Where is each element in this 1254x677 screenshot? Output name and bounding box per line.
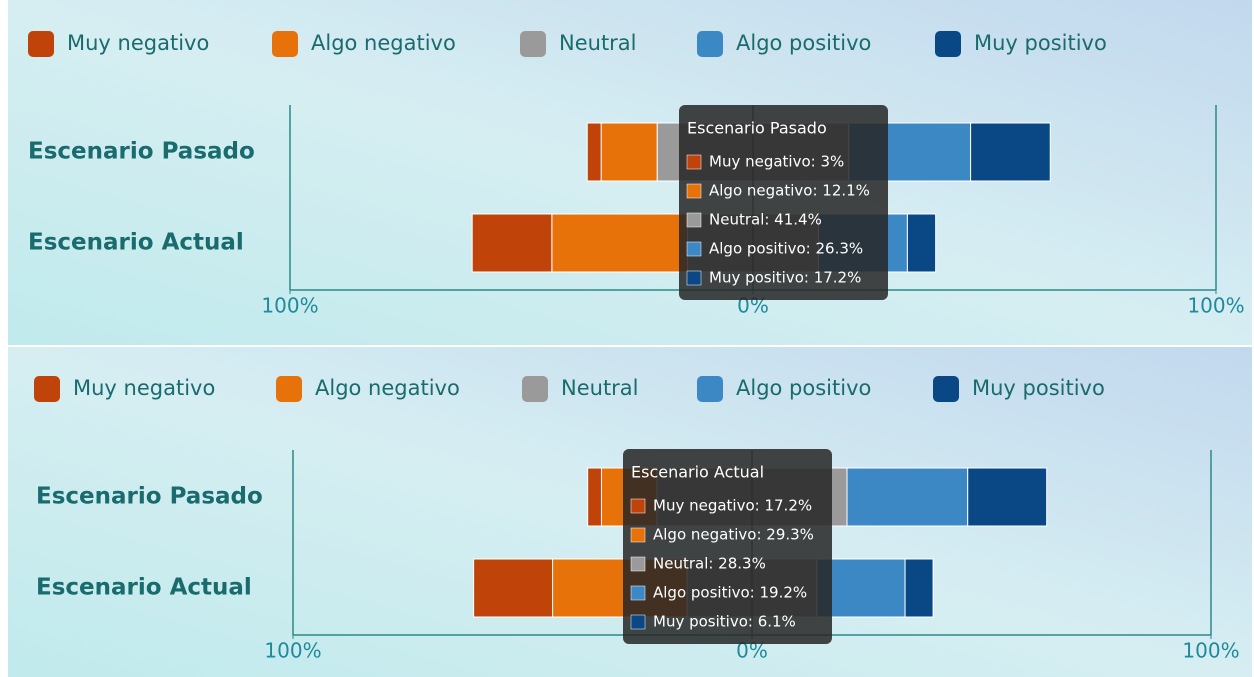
tooltip-box: [679, 105, 888, 300]
tooltip-swatch: [630, 585, 646, 601]
legend-swatch: [697, 31, 723, 57]
legend-label: Muy positivo: [972, 376, 1105, 400]
category-label: Escenario Actual: [36, 575, 252, 601]
bar-segment: [846, 467, 969, 527]
legend-swatch: [520, 31, 546, 57]
tooltip-swatch: [686, 154, 702, 170]
bar-segment: [904, 558, 934, 618]
bar-segment: [551, 213, 688, 273]
legend-swatch: [697, 376, 723, 402]
bar-segment: [471, 213, 553, 273]
tooltip: Escenario Pasado Muy negativo: 3% Algo neg…: [679, 105, 888, 300]
chart: Muy negativo Algo negativo Neutral Algo pos…: [28, 31, 1245, 318]
legend-swatch: [522, 376, 548, 402]
legend-swatch: [276, 376, 302, 402]
bar-segment: [967, 467, 1048, 527]
tooltip-item: Algo negativo: 29.3%: [653, 526, 814, 544]
tooltip-item: Algo positivo: 26.3%: [709, 240, 863, 258]
x-tick-label: 100%: [1187, 294, 1244, 318]
legend-label: Algo positivo: [736, 31, 871, 55]
chart: Muy negativo Algo negativo Neutral Algo pos…: [34, 376, 1240, 663]
tooltip-swatch: [686, 183, 702, 199]
tooltip-swatch: [686, 241, 702, 257]
tooltip: Escenario Actual Muy negativo: 17.2% Algo …: [623, 449, 832, 644]
bar-segment: [473, 558, 554, 618]
bar-segment: [600, 122, 658, 182]
tooltip-title: Escenario Pasado: [687, 119, 827, 138]
legend-label: Muy positivo: [974, 31, 1107, 55]
legend-label: Algo positivo: [736, 376, 871, 400]
tooltip-swatch: [686, 212, 702, 228]
bar-segment: [586, 122, 602, 182]
tooltip-item: Neutral: 41.4%: [709, 211, 822, 229]
category-label: Escenario Pasado: [28, 139, 255, 165]
legend-label: Neutral: [559, 31, 637, 55]
legend-swatch: [935, 31, 961, 57]
tooltip-swatch: [686, 270, 702, 286]
legend-swatch: [933, 376, 959, 402]
tooltip-item: Muy positivo: 6.1%: [653, 613, 796, 631]
legend-label: Algo negativo: [311, 31, 456, 55]
legend-label: Neutral: [561, 376, 639, 400]
bar-segment: [587, 467, 602, 527]
category-label: Escenario Pasado: [36, 484, 263, 510]
legend-swatch: [272, 31, 298, 57]
tooltip-item: Neutral: 28.3%: [653, 555, 766, 573]
tooltip-swatch: [630, 556, 646, 572]
legend-label: Algo negativo: [315, 376, 460, 400]
legend-swatch: [28, 31, 54, 57]
tooltip-title: Escenario Actual: [631, 463, 764, 482]
x-tick-label: 100%: [1182, 639, 1239, 663]
tooltip-swatch: [630, 498, 646, 514]
tooltip-swatch: [630, 527, 646, 543]
tooltip-item: Muy negativo: 17.2%: [653, 497, 812, 515]
x-tick-label: 100%: [264, 639, 321, 663]
legend-label: Muy negativo: [73, 376, 215, 400]
tooltip-box: [623, 449, 832, 644]
tooltip-item: Muy negativo: 3%: [709, 153, 844, 171]
legend-label: Muy negativo: [67, 31, 209, 55]
tooltip-item: Algo positivo: 19.2%: [653, 584, 807, 602]
x-tick-label: 100%: [261, 294, 318, 318]
bar-segment: [970, 122, 1051, 182]
tooltip-item: Algo negativo: 12.1%: [709, 182, 870, 200]
legend-swatch: [34, 376, 60, 402]
category-label: Escenario Actual: [28, 230, 244, 256]
tooltip-item: Muy positivo: 17.2%: [709, 269, 861, 287]
bar-segment: [906, 213, 937, 273]
tooltip-swatch: [630, 614, 646, 630]
